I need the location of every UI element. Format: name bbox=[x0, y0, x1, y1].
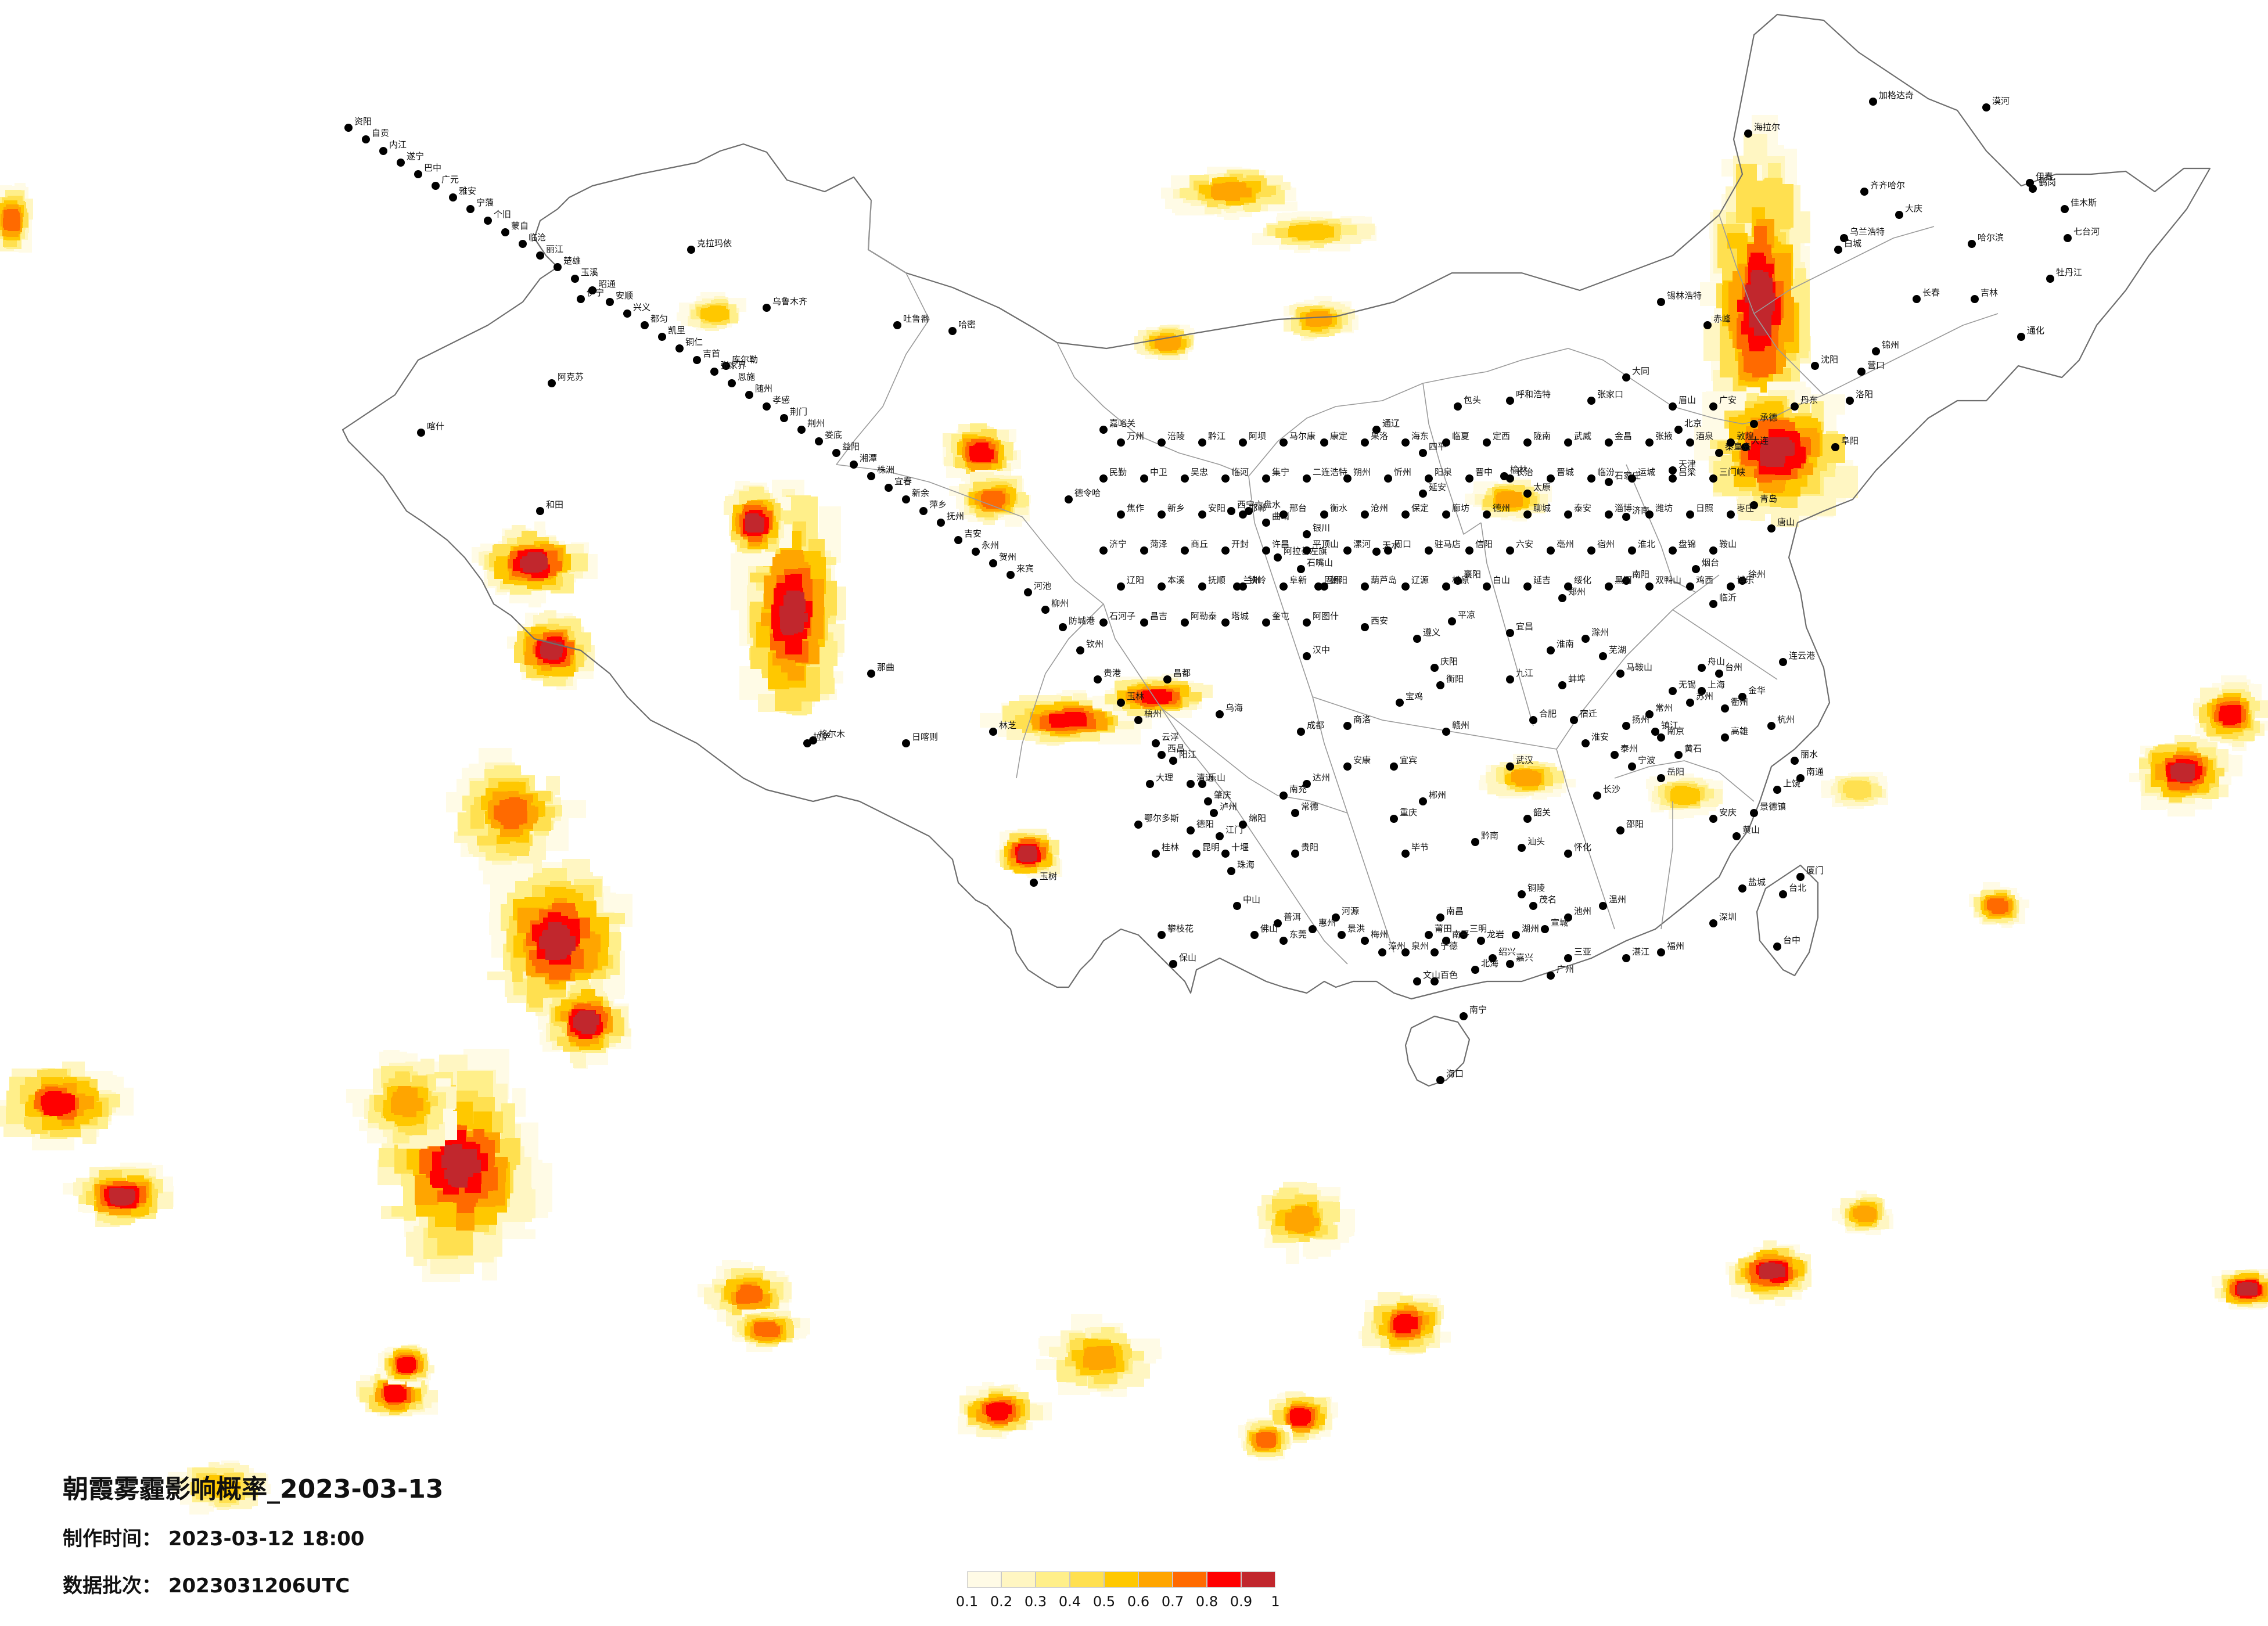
probability-cell bbox=[49, 1105, 63, 1116]
probability-cell bbox=[1802, 463, 1813, 475]
probability-cell bbox=[543, 930, 558, 939]
probability-cell bbox=[1051, 714, 1068, 722]
probability-cell bbox=[116, 1195, 129, 1205]
probability-cell bbox=[1752, 270, 1763, 283]
probability-cell bbox=[972, 447, 985, 457]
probability-cell bbox=[2175, 763, 2186, 774]
probability-cell bbox=[502, 1229, 535, 1239]
probability-cell bbox=[461, 1150, 475, 1159]
probability-cell bbox=[747, 513, 759, 523]
probability-cell bbox=[1798, 403, 1810, 416]
probability-cell bbox=[549, 962, 570, 980]
probability-cell bbox=[578, 1020, 590, 1029]
probability-cell bbox=[1755, 311, 1769, 326]
probability-cell bbox=[783, 595, 797, 605]
probability-cell bbox=[1778, 210, 1791, 229]
probability-cell bbox=[527, 556, 538, 565]
probability-cell bbox=[1771, 1267, 1785, 1277]
probability-cell bbox=[1756, 325, 1769, 334]
probability-cell bbox=[2219, 711, 2231, 721]
probability-cell bbox=[447, 1162, 459, 1178]
probability-cell bbox=[549, 946, 563, 956]
probability-cell bbox=[53, 1096, 67, 1106]
probability-cell bbox=[447, 1153, 462, 1163]
probability-cell bbox=[792, 606, 803, 617]
probability-cell bbox=[404, 1194, 416, 1221]
probability-cell bbox=[1763, 454, 1774, 465]
probability-cell bbox=[806, 635, 818, 654]
probability-cell bbox=[788, 666, 804, 681]
probability-cell bbox=[504, 815, 519, 829]
probability-cell bbox=[2238, 1283, 2251, 1292]
probability-cell bbox=[25, 1077, 39, 1090]
probability-cell bbox=[1020, 852, 1030, 861]
probability-cell bbox=[541, 643, 555, 653]
probability-cell bbox=[1774, 443, 1791, 455]
probability-field bbox=[0, 115, 2268, 1515]
probability-cell bbox=[43, 1095, 54, 1106]
probability-cell bbox=[508, 799, 520, 808]
probability-cell bbox=[764, 575, 777, 609]
probability-cell bbox=[1754, 293, 1769, 307]
